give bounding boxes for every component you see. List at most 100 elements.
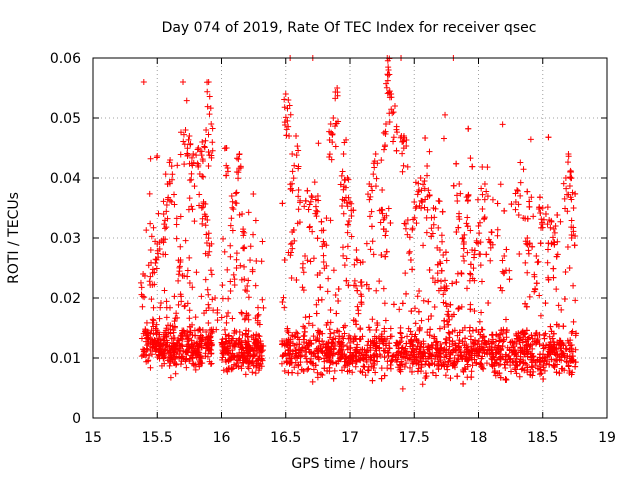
data-point (218, 339, 225, 346)
data-point (188, 176, 195, 183)
data-point (206, 242, 213, 249)
data-point (561, 195, 568, 202)
data-point (378, 375, 385, 382)
data-point (373, 175, 380, 182)
data-point (259, 296, 266, 303)
data-point (141, 272, 148, 279)
data-point (295, 147, 302, 154)
data-point (409, 341, 416, 348)
data-point (381, 214, 388, 221)
data-point (260, 304, 267, 311)
data-point (490, 339, 497, 346)
data-point (225, 309, 232, 316)
data-point (479, 191, 486, 198)
data-point (241, 229, 248, 236)
data-point (296, 219, 303, 226)
data-point (353, 256, 360, 263)
data-point (189, 354, 196, 361)
data-point (499, 330, 506, 337)
data-point (449, 338, 456, 345)
data-point (389, 110, 396, 117)
data-point (465, 356, 472, 363)
data-point (300, 287, 307, 294)
data-point (214, 307, 221, 314)
data-point (188, 154, 195, 161)
data-point (283, 126, 290, 133)
data-point (310, 333, 317, 340)
data-point (288, 359, 295, 366)
data-point (170, 347, 177, 354)
data-point (281, 338, 288, 345)
data-point (220, 235, 227, 242)
data-point (408, 339, 415, 346)
data-point (174, 162, 181, 169)
data-point (229, 315, 236, 322)
data-point (502, 365, 509, 372)
data-point (287, 185, 294, 192)
data-point (446, 343, 453, 350)
chart-title: Day 074 of 2019, Rate Of TEC Index for r… (162, 20, 537, 36)
data-point (442, 111, 449, 118)
data-point (359, 369, 366, 376)
data-point (152, 348, 159, 355)
data-point (284, 105, 291, 112)
data-point (559, 349, 566, 356)
data-point (321, 355, 328, 362)
data-point (291, 162, 298, 169)
data-point (259, 342, 266, 349)
data-point (425, 353, 432, 360)
data-point (565, 339, 572, 346)
data-point (204, 353, 211, 360)
data-point (368, 223, 375, 230)
data-point (398, 334, 405, 341)
data-point (537, 240, 544, 247)
data-point (192, 349, 199, 356)
y-tick-label: 0 (72, 411, 81, 427)
data-point (476, 318, 483, 325)
data-point (461, 257, 468, 264)
data-point (470, 339, 477, 346)
data-point (386, 88, 393, 95)
x-axis-label: GPS time / hours (291, 456, 408, 472)
data-point (252, 370, 259, 377)
data-point (514, 187, 521, 193)
data-point (186, 315, 193, 322)
data-point (476, 219, 483, 226)
data-point (477, 239, 484, 246)
data-point (404, 217, 411, 223)
data-point (522, 238, 529, 245)
data-point (245, 353, 252, 360)
data-point (247, 346, 254, 353)
data-point (238, 344, 245, 351)
data-point (399, 361, 406, 368)
data-point (352, 282, 359, 289)
data-point (481, 350, 488, 357)
data-point (567, 194, 574, 201)
data-point (195, 361, 202, 368)
data-point (456, 337, 463, 344)
data-point (348, 212, 355, 219)
data-point (353, 335, 360, 342)
data-point (488, 340, 495, 347)
data-point (347, 199, 353, 205)
data-point (255, 357, 262, 364)
data-point (531, 332, 538, 339)
data-point (458, 270, 465, 277)
data-point (498, 327, 505, 334)
data-point (195, 327, 202, 334)
data-point (171, 318, 178, 325)
data-point (566, 346, 573, 353)
data-point (253, 363, 260, 370)
data-point (561, 296, 568, 303)
data-point (163, 201, 170, 208)
data-point (437, 357, 444, 364)
data-point (315, 354, 322, 361)
data-point (364, 342, 371, 349)
data-point (398, 349, 405, 356)
data-point (202, 222, 209, 229)
data-point (548, 217, 555, 224)
data-point (501, 361, 508, 368)
data-point (440, 135, 447, 142)
data-point (166, 344, 173, 351)
data-point (564, 359, 571, 366)
